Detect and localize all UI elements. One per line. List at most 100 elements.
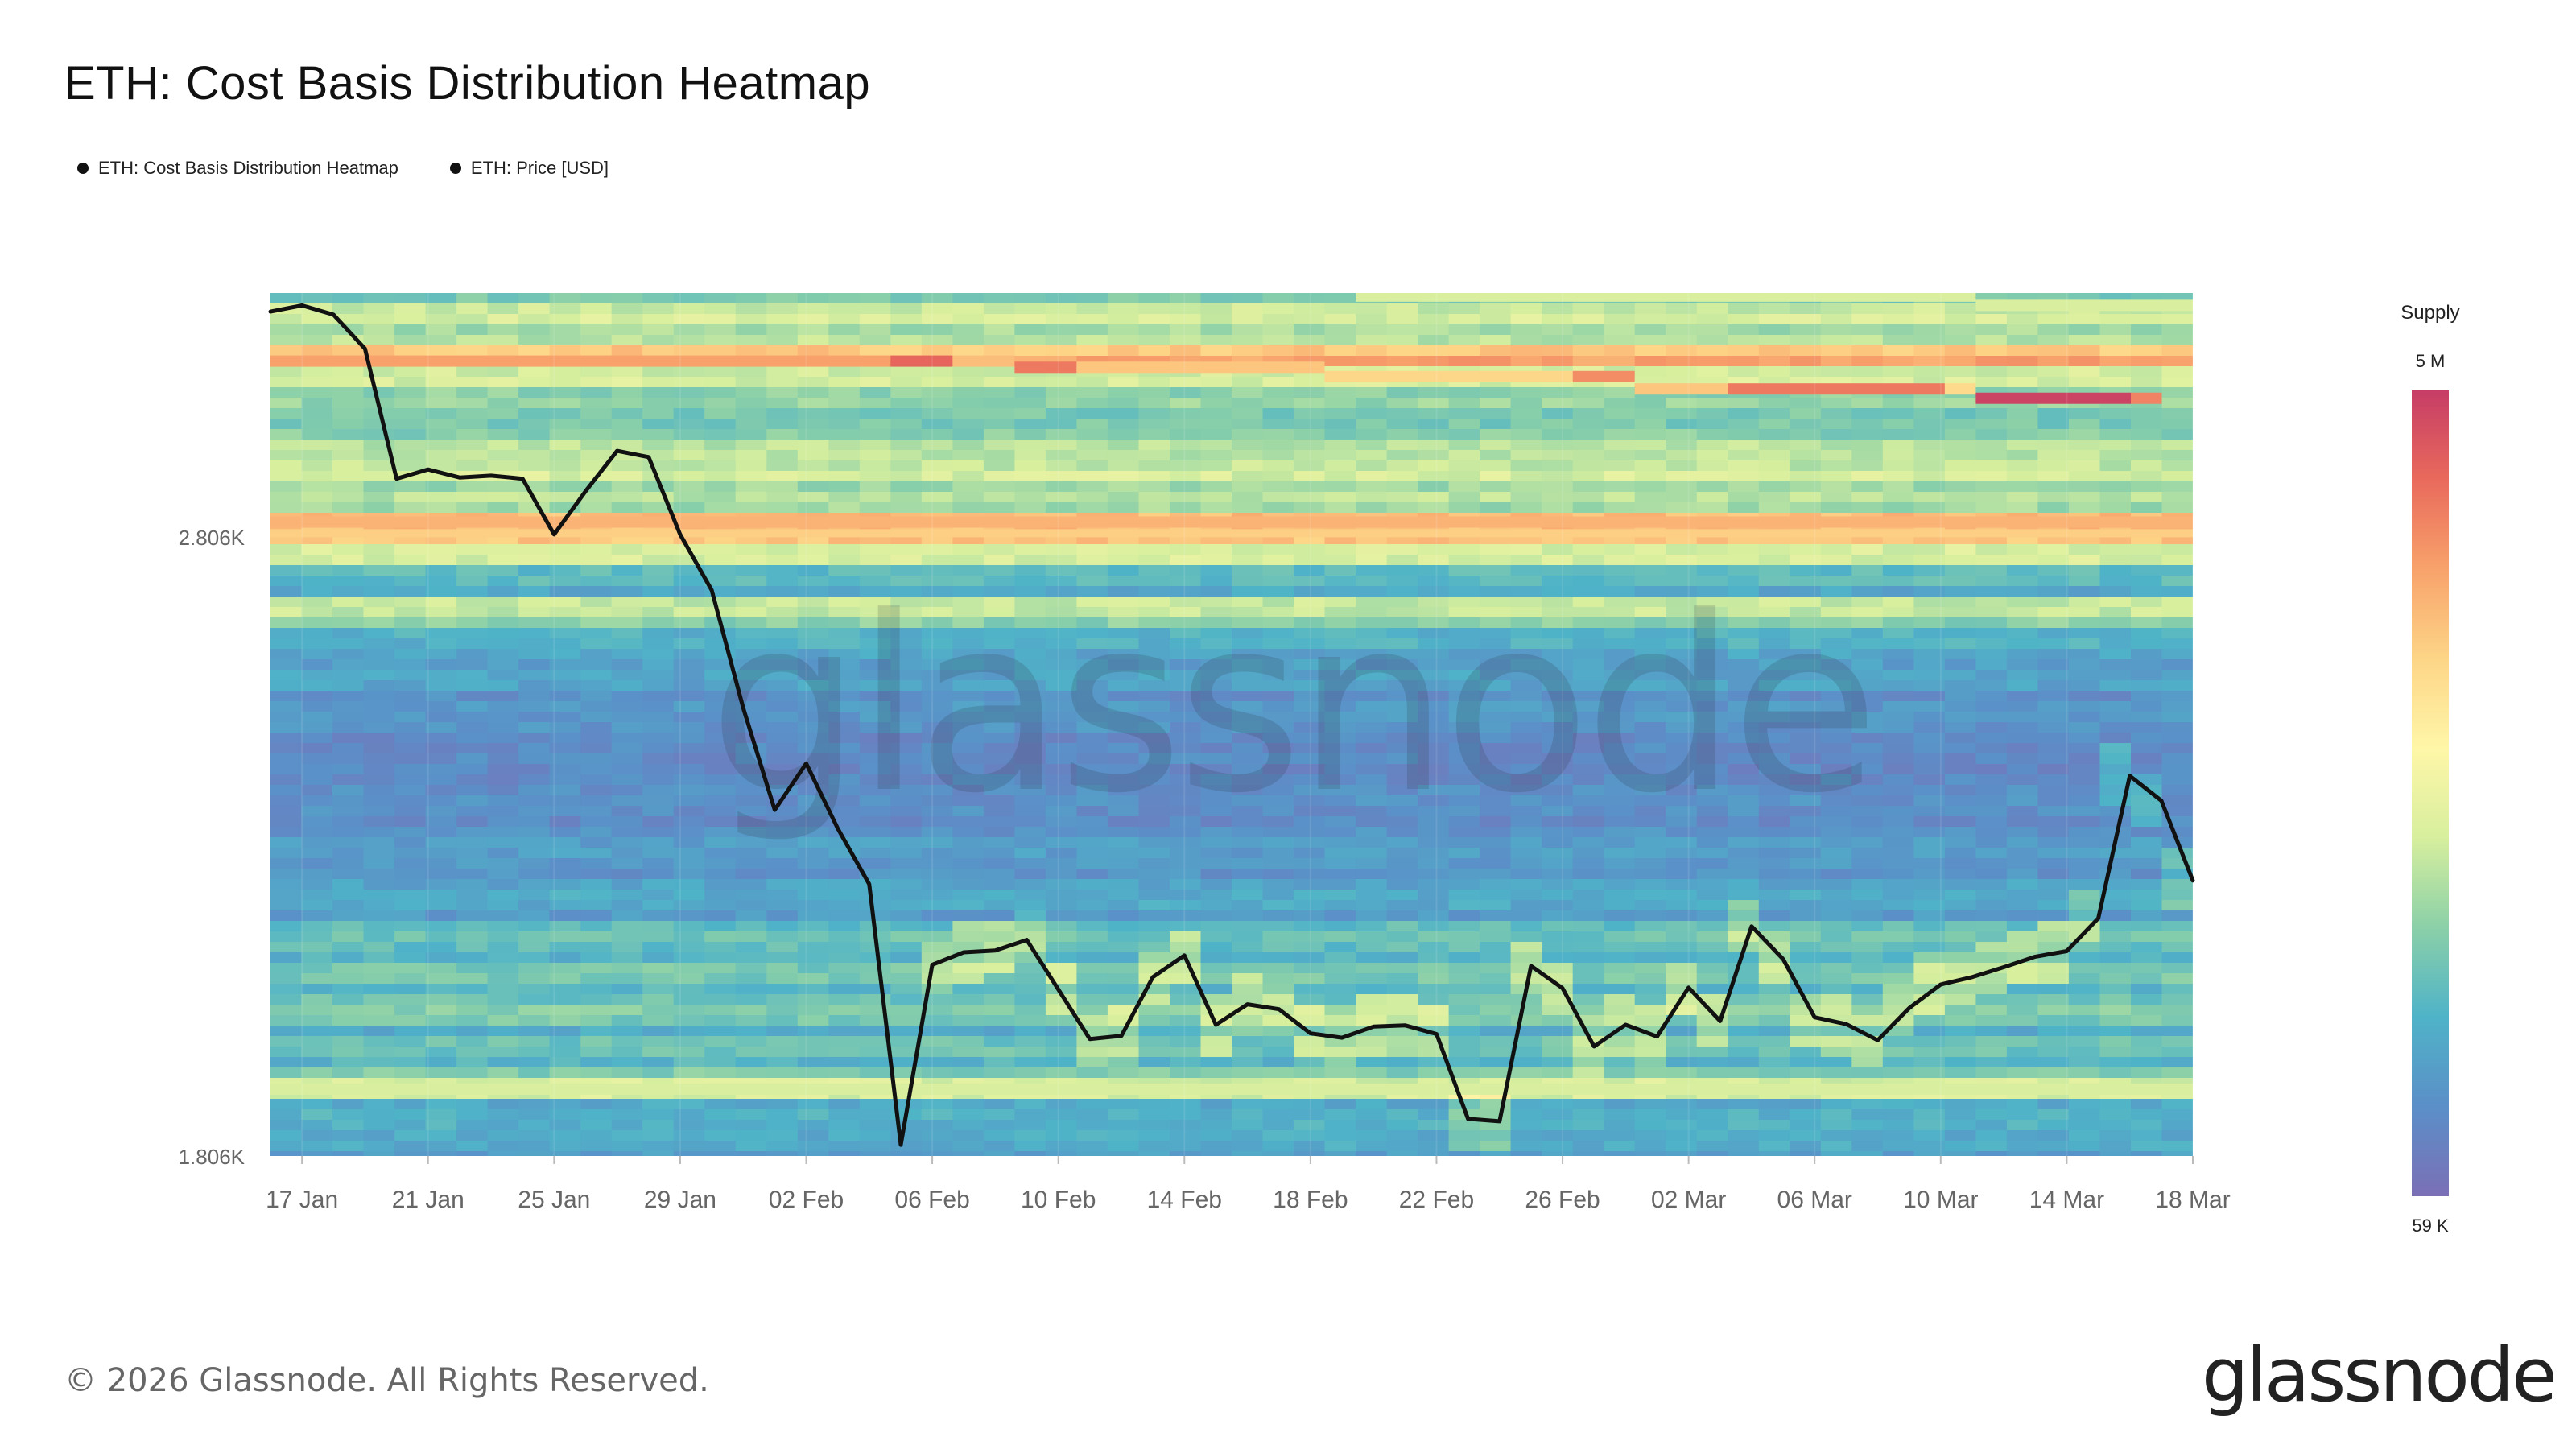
heatmap-cell [1045,617,1077,629]
heatmap-cell [1820,858,1852,869]
heatmap-cell [1696,785,1728,796]
heatmap-cell [2099,440,2132,451]
heatmap-cell [1232,921,1264,932]
heatmap-cell [1045,1046,1077,1058]
heatmap-cell [1758,701,1790,712]
heatmap-cell [2037,471,2070,482]
heatmap-cell [2131,617,2163,629]
heatmap-cell [2161,942,2193,953]
heatmap-cell [1913,764,1946,775]
heatmap-cell [1262,607,1294,618]
heatmap-cell [611,314,643,325]
heatmap-cell [580,450,613,461]
heatmap-cell [2006,314,2038,325]
heatmap-cell [1045,607,1077,618]
heatmap-cell [2131,502,2163,514]
heatmap-cell [1944,858,1976,869]
heatmap-cell [1262,293,1294,304]
legend-item-heatmap[interactable]: ETH: Cost Basis Distribution Heatmap [77,158,398,179]
heatmap-cell [1944,712,1976,723]
heatmap-cell [394,712,427,723]
heatmap-cell [394,816,427,828]
heatmap-cell [1045,471,1077,482]
heatmap-cell [425,659,457,671]
heatmap-cell [1480,628,1512,639]
heatmap-cell [2131,586,2163,597]
heatmap-cell [487,680,519,691]
heatmap-cell [1852,994,1884,1005]
heatmap-cell [1572,879,1604,890]
heatmap-cell [704,502,737,514]
heatmap-cell [1944,356,1976,367]
heatmap-cell [1200,827,1232,838]
heatmap-cell [1634,806,1666,817]
heatmap-cell [394,293,427,304]
heatmap-cell [301,544,333,555]
heatmap-cell [1882,680,1914,691]
heatmap-cell [1386,649,1418,660]
heatmap-cell [890,827,923,838]
heatmap-cell [673,377,705,388]
heatmap-cell [890,774,923,786]
heatmap-cell [859,398,891,409]
heatmap-cell [2161,1109,2193,1121]
heatmap-cell [518,1057,551,1068]
heatmap-cell [642,858,675,869]
heatmap-cell [921,743,953,754]
heatmap-cell [704,1005,737,1016]
heatmap-cell [1666,492,1698,503]
heatmap-cell [890,471,923,482]
heatmap-cell [1107,942,1139,953]
heatmap-cell [2099,502,2132,514]
heatmap-cell [363,387,395,398]
heatmap-cell [1510,314,1542,325]
heatmap-cell [1728,1015,1760,1026]
heatmap-cell [1913,743,1946,754]
heatmap-cell [394,879,427,890]
heatmap-cell [1107,890,1139,901]
heatmap-cell [2131,984,2163,995]
heatmap-cell [1418,921,1450,932]
heatmap-cell [1696,1109,1728,1121]
heatmap-cell [1170,440,1202,451]
heatmap-cell [1542,429,1574,440]
legend-item-price[interactable]: ETH: Price [USD] [449,158,609,179]
heatmap-cell [394,502,427,514]
heatmap-cell [828,691,861,702]
heatmap-cell [270,502,303,514]
heatmap-cell [890,1067,923,1079]
heatmap-cell [332,1109,365,1121]
heatmap-cell [1758,502,1790,514]
heatmap-cell [270,314,303,325]
heatmap-cell [1944,408,1976,419]
heatmap-cell [1448,1036,1480,1047]
heatmap-cell [1045,377,1077,388]
heatmap-cell [859,816,891,828]
heatmap-cell [1045,816,1077,828]
heatmap-cell [1666,931,1698,943]
heatmap-cell [828,659,861,671]
heatmap-cell [1386,429,1418,440]
heatmap-cell [1820,314,1852,325]
heatmap-cell [1572,890,1604,901]
heatmap-cell [1170,1099,1202,1110]
heatmap-cell [2161,963,2193,974]
heatmap-cell [332,795,365,807]
heatmap-cell [1014,460,1046,472]
heatmap-cell [1944,816,1976,828]
heatmap-cell [2068,649,2100,660]
heatmap-cell [394,565,427,576]
heatmap-cell [983,900,1015,911]
heatmap-cell [518,910,551,922]
heatmap-cell [1542,586,1574,597]
heatmap-cell [1294,879,1326,890]
heatmap-cell [1510,607,1542,618]
heatmap-cell [1634,1067,1666,1079]
heatmap-cell [1014,607,1046,618]
heatmap-cell [828,774,861,786]
heatmap-cell [301,471,333,482]
heatmap-cell [1604,869,1636,880]
heatmap-cell [1696,691,1728,702]
heatmap-cell [394,785,427,796]
heatmap-cell [1604,659,1636,671]
